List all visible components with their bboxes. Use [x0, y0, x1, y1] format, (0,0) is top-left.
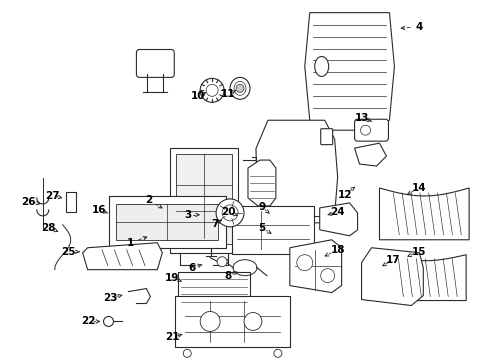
- Text: 8: 8: [224, 271, 232, 281]
- Circle shape: [361, 125, 370, 135]
- Bar: [178, 272, 250, 310]
- Circle shape: [206, 84, 218, 96]
- Text: 20: 20: [221, 207, 235, 217]
- Text: 25: 25: [61, 247, 76, 257]
- Bar: [66, 192, 75, 212]
- Polygon shape: [319, 203, 358, 236]
- Circle shape: [244, 312, 262, 330]
- Ellipse shape: [234, 81, 246, 95]
- Circle shape: [236, 84, 244, 92]
- Text: 21: 21: [165, 332, 179, 342]
- Text: 24: 24: [330, 207, 345, 217]
- Text: 23: 23: [103, 293, 118, 302]
- Text: 1: 1: [127, 238, 134, 248]
- Circle shape: [222, 205, 238, 221]
- Bar: [176, 154, 232, 244]
- Polygon shape: [83, 243, 162, 270]
- Polygon shape: [256, 120, 338, 223]
- Text: 12: 12: [337, 190, 352, 200]
- Circle shape: [103, 316, 114, 327]
- Text: 22: 22: [81, 316, 96, 327]
- Ellipse shape: [230, 77, 250, 99]
- Text: 11: 11: [221, 89, 235, 99]
- Polygon shape: [355, 143, 387, 166]
- Circle shape: [321, 269, 335, 283]
- Circle shape: [216, 199, 244, 227]
- Circle shape: [297, 255, 313, 271]
- Bar: [175, 296, 290, 347]
- Circle shape: [274, 349, 282, 357]
- Text: 17: 17: [386, 255, 401, 265]
- Text: 15: 15: [412, 247, 427, 257]
- Polygon shape: [362, 248, 423, 306]
- Text: 19: 19: [165, 273, 179, 283]
- Circle shape: [183, 349, 191, 357]
- Text: 16: 16: [91, 205, 106, 215]
- Circle shape: [217, 257, 227, 267]
- Polygon shape: [305, 13, 394, 130]
- Text: 26: 26: [22, 197, 36, 207]
- Ellipse shape: [315, 57, 329, 76]
- Text: 14: 14: [412, 183, 427, 193]
- Bar: [108, 196, 226, 248]
- Polygon shape: [248, 160, 276, 206]
- Text: 13: 13: [355, 113, 370, 123]
- Circle shape: [200, 78, 224, 102]
- Polygon shape: [379, 188, 469, 240]
- Text: 2: 2: [145, 195, 152, 205]
- Text: 7: 7: [211, 219, 219, 229]
- Bar: [117, 204, 218, 240]
- Text: 10: 10: [191, 91, 205, 101]
- Bar: [232, 206, 314, 254]
- FancyBboxPatch shape: [136, 50, 174, 77]
- Text: 3: 3: [185, 210, 192, 220]
- Bar: [171, 148, 238, 253]
- Text: 27: 27: [46, 191, 60, 201]
- Text: 28: 28: [42, 223, 56, 233]
- Circle shape: [200, 311, 220, 332]
- FancyBboxPatch shape: [355, 119, 389, 141]
- Text: 18: 18: [330, 245, 345, 255]
- FancyBboxPatch shape: [321, 129, 333, 145]
- Text: 6: 6: [189, 263, 196, 273]
- Polygon shape: [385, 255, 466, 301]
- Text: 9: 9: [258, 202, 266, 212]
- Text: 5: 5: [258, 223, 266, 233]
- Polygon shape: [290, 240, 342, 293]
- Text: 4: 4: [416, 22, 423, 32]
